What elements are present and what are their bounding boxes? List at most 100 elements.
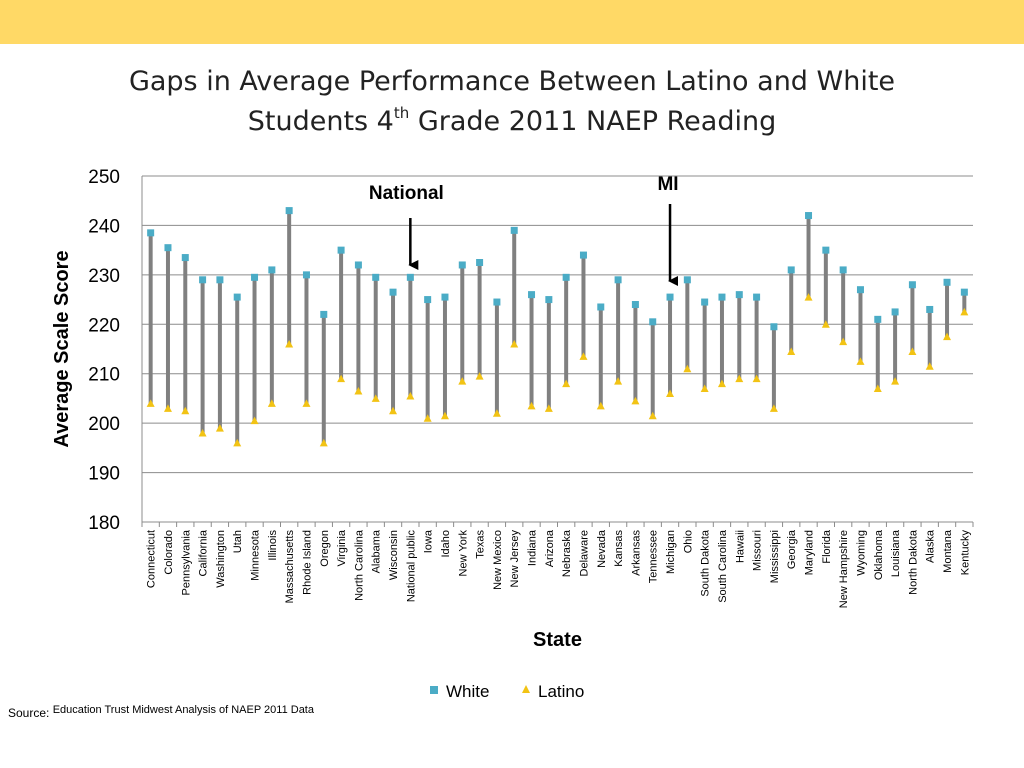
y-tick-label: 240 [88,216,120,237]
white-point [181,254,189,262]
title-line-2-end: Grade 2011 NAEP Reading [409,106,777,137]
category-label: Arizona [544,529,556,567]
category-label: Delaware [578,530,590,576]
latino-point [908,347,917,355]
latino-point [614,377,623,385]
legend-white-swatch [430,686,438,694]
category-label: Massachusetts [284,530,296,604]
category-label: Alaska [925,529,937,563]
white-point [389,288,397,296]
category-label: Ohio [682,530,694,553]
white-point [805,212,813,220]
white-point [856,286,864,294]
latino-point [648,411,657,420]
latino-point [839,337,848,346]
latino-point [683,364,692,373]
white-point [753,293,761,301]
white-point [337,246,345,254]
category-label: Rhode Island [301,530,313,595]
latino-point [492,409,501,417]
category-label: Kansas [613,530,625,567]
latino-point [198,429,207,437]
category-label: Arkansas [630,530,642,576]
source-note: Source: Education Trust Midwest Analysis… [8,704,314,720]
latino-point [925,362,934,370]
latino-point [562,379,571,388]
white-point [320,310,328,318]
white-point [614,276,622,284]
y-tick-label: 250 [88,167,120,188]
latino-point [631,396,640,405]
white-point [510,226,518,234]
latino-point [181,406,190,415]
category-label: Illinois [267,530,279,561]
top-accent-band [0,0,1024,44]
latino-point [371,394,380,402]
y-tick-label: 230 [88,266,120,287]
category-label: Nevada [596,529,608,568]
axes [141,176,974,527]
latino-point [943,332,952,341]
category-label: South Carolina [717,529,729,603]
white-point [545,296,553,304]
white-point [285,207,293,215]
category-label: Utah [232,530,244,553]
white-point [406,273,414,281]
y-tick-label: 220 [88,315,120,336]
latino-point [752,374,761,383]
white-point [874,315,882,323]
latino-point [267,399,276,407]
latino-point [285,340,294,348]
category-label: Oklahoma [873,529,885,580]
white-point [649,318,657,326]
category-label: Kentucky [959,530,971,576]
white-point [735,291,743,299]
white-point [891,308,899,316]
latino-point [250,416,259,425]
category-label: Nebraska [561,529,573,577]
white-point [666,293,674,301]
latino-point [873,384,882,393]
white-point [701,298,709,306]
chart-title: Gaps in Average Performance Between Lati… [60,62,964,142]
category-label: Mississippi [769,530,781,583]
latino-point [440,411,449,420]
white-point [372,273,380,281]
latino-point [302,399,311,407]
white-point [770,323,778,331]
category-label: New Mexico [492,530,504,590]
category-label: California [198,529,210,576]
category-label: North Carolina [353,529,365,601]
white-point [268,266,276,274]
white-point [424,296,432,304]
y-tick-label: 190 [88,464,120,485]
latino-point [215,424,224,432]
annotations: National MI [369,174,679,286]
category-label: Georgia [786,529,798,569]
latino-point [717,379,726,388]
category-label: Wisconsin [388,530,400,580]
annotation-mi: MI [657,174,678,195]
category-label: Louisiana [890,529,902,577]
white-point [528,291,536,299]
white-point [908,281,916,289]
title-line-1: Gaps in Average Performance Between Lati… [128,66,896,97]
white-point [164,244,172,252]
white-point [458,261,466,269]
latino-point [319,438,328,447]
latino-point [233,438,242,447]
category-label: Virginia [336,529,348,566]
white-point [926,305,934,313]
source-label: Source: [8,706,50,720]
category-label: Missouri [752,530,764,571]
latino-point [891,377,900,385]
category-label: Michigan [665,530,677,574]
latino-point [787,347,796,355]
category-label: Iowa [423,529,435,553]
data-markers [146,207,969,447]
y-tick-label: 180 [88,513,120,534]
source-text: Education Trust Midwest Analysis of NAEP… [52,704,314,716]
category-label: Minnesota [250,529,262,581]
axis-labels: 180 190 200 210 220 230 240 250 Connecticut Color… [51,167,971,651]
category-label: New Hampshire [838,530,850,608]
